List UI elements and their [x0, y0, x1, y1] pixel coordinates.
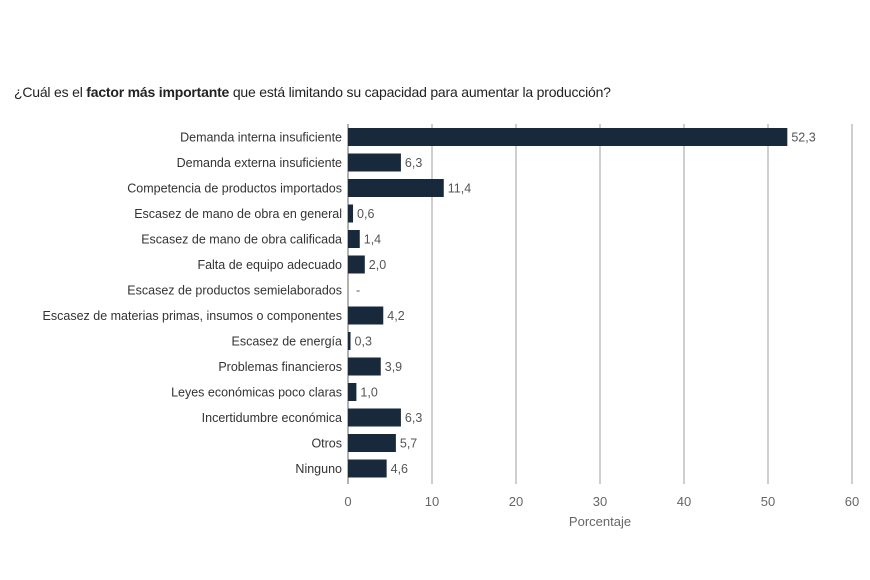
value-label: 0,6 [357, 207, 374, 221]
bar [348, 408, 401, 427]
value-label: 4,2 [387, 309, 404, 323]
x-axis-label: Porcentaje [569, 514, 631, 529]
x-tick-label: 40 [677, 494, 691, 509]
category-label: Ninguno [295, 462, 342, 476]
category-label: Otros [311, 437, 342, 451]
bar [348, 332, 351, 350]
x-tick-label: 10 [425, 494, 439, 509]
category-label: Problemas financieros [218, 360, 342, 374]
category-label: Escasez de productos semielaborados [127, 284, 342, 298]
x-tick-label: 60 [845, 494, 859, 509]
value-label: 1,0 [360, 386, 377, 400]
bar [348, 383, 357, 401]
x-tick-label: 50 [761, 494, 775, 509]
title-bold: factor más importante [86, 84, 230, 100]
value-label: 52,3 [791, 131, 815, 145]
value-label: 4,6 [391, 462, 408, 476]
bar [348, 204, 354, 223]
x-tick-label: 30 [593, 494, 607, 509]
value-label: 6,3 [405, 411, 422, 425]
value-label: 6,3 [405, 156, 422, 170]
value-label: 11,4 [448, 182, 471, 196]
category-label: Competencia de productos importados [127, 182, 342, 196]
category-label: Leyes económicas poco claras [171, 386, 342, 400]
bar [348, 179, 444, 197]
value-label: 2,0 [369, 258, 386, 272]
value-label: 3,9 [385, 360, 402, 374]
bar [348, 357, 381, 376]
category-label: Escasez de energía [232, 335, 343, 349]
category-label: Escasez de materias primas, insumos o co… [43, 309, 342, 323]
category-label: Escasez de mano de obra calificada [141, 233, 342, 247]
bar [348, 306, 384, 325]
title-part: que está limitando su capacidad para aum… [229, 84, 611, 100]
x-tick-label: 20 [509, 494, 523, 509]
category-label: Demanda externa insuficiente [177, 156, 342, 170]
bar [348, 459, 387, 478]
category-label: Incertidumbre económica [202, 411, 342, 425]
value-label: 5,7 [400, 437, 417, 451]
bar [348, 255, 365, 274]
bar [348, 153, 401, 172]
title-part: ¿Cuál es el [14, 84, 87, 100]
chart-title: ¿Cuál es el factor más importante que es… [14, 84, 611, 100]
value-label: - [356, 284, 360, 298]
bar [348, 128, 788, 146]
category-label: Escasez de mano de obra en general [134, 207, 342, 221]
value-label: 1,4 [364, 233, 381, 247]
bar [348, 230, 360, 248]
category-label: Falta de equipo adecuado [197, 258, 342, 272]
value-label: 0,3 [355, 335, 372, 349]
x-tick-label: 0 [344, 494, 351, 509]
bar [348, 434, 396, 452]
category-label: Demanda interna insuficiente [180, 131, 342, 145]
